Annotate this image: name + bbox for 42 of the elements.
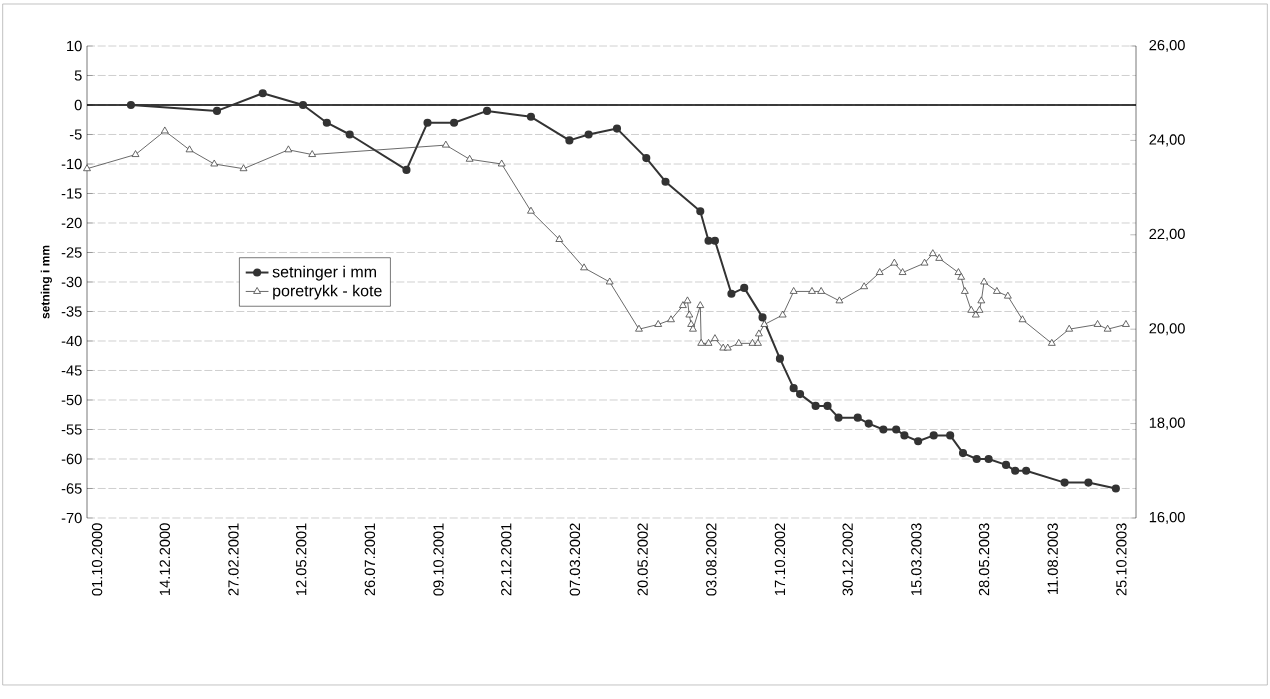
x-tick-label: 30.12.2002 — [842, 523, 853, 596]
x-tick-label: 25.10.2003 — [1116, 523, 1127, 596]
x-tick-label: 28.05.2003 — [978, 523, 990, 596]
y-tick-label: -10 — [61, 158, 82, 170]
y-tick-label: -70 — [61, 512, 82, 524]
y-tick-label: -60 — [61, 453, 82, 465]
legend-label: poretrykk - kote — [273, 284, 382, 300]
x-tick-label: 27.02.2001 — [228, 523, 239, 596]
legend-label: setninger i mm — [272, 265, 376, 281]
y-tick-label: -40 — [61, 335, 82, 347]
x-tick-label: 22.12.2001 — [501, 523, 512, 596]
y-tick-label: -25 — [61, 247, 82, 258]
y-tick-label: 5 — [74, 70, 82, 81]
y-tick-label: -50 — [61, 394, 82, 406]
y2-tick-label: 20,00 — [1149, 323, 1185, 336]
y-tick-label: 0 — [74, 99, 82, 111]
y-tick-label: -15 — [61, 188, 82, 199]
y-tick-label: -55 — [61, 424, 82, 435]
x-tick-label: 20.05.2002 — [637, 523, 648, 596]
x-tick-label: 26.07.2001 — [364, 523, 376, 596]
y2-tick-label: 22,00 — [1149, 228, 1185, 241]
y2-tick-label: 16,00 — [1149, 511, 1185, 525]
x-tick-label: 15.03.2003 — [911, 523, 922, 595]
y-axis-title: setning i mm — [40, 245, 52, 319]
x-tick-label: 01.10.2000 — [91, 523, 103, 596]
y-tick-label: -20 — [61, 217, 82, 229]
x-tick-label: 17.10.2002 — [774, 523, 786, 595]
y-tick-label: -35 — [61, 306, 82, 317]
y-tick-label: -45 — [61, 365, 82, 376]
y-tick-label: -65 — [61, 483, 82, 494]
x-tick-label: 03.08.2002 — [706, 523, 717, 596]
y-tick-label: 10 — [67, 40, 82, 52]
x-tick-label: 09.10.2001 — [433, 523, 444, 596]
y2-tick-label: 24,00 — [1149, 134, 1185, 147]
x-tick-label: 12.05.2001 — [296, 523, 307, 595]
y-tick-label: -5 — [69, 129, 82, 140]
y2-tick-label: 18,00 — [1149, 417, 1185, 430]
y-tick-label: -30 — [61, 276, 82, 288]
x-tick-label: 11.08.2003 — [1047, 523, 1058, 594]
x-tick-label: 14.12.2000 — [159, 523, 171, 595]
x-tick-label: 07.03.2002 — [569, 523, 581, 596]
y2-tick-label: 26,00 — [1149, 39, 1185, 53]
